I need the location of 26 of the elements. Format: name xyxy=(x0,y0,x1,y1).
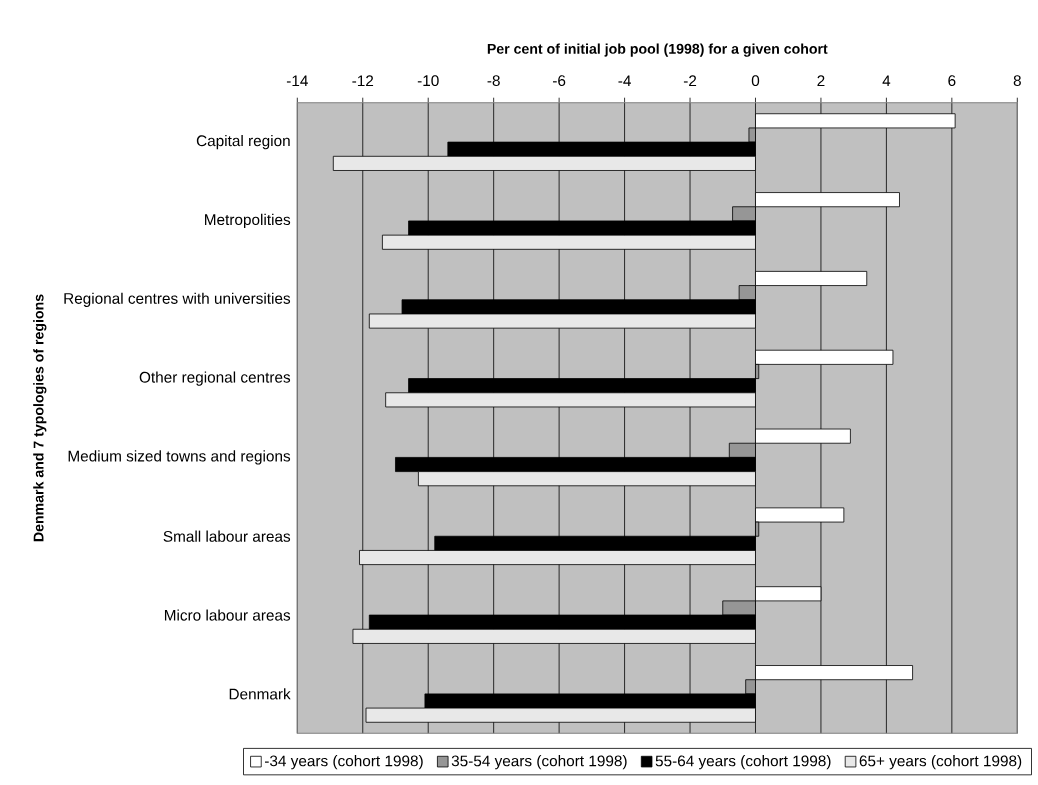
x-tick-label: 8 xyxy=(1013,75,1021,87)
y-tick-label: Medium sized towns and regions xyxy=(68,450,291,465)
legend-label: 55-64 years (cohort 1998) xyxy=(655,755,831,770)
y-tick-label: Regional centres with universities xyxy=(64,292,291,307)
y-tick-label: Metropolities xyxy=(205,213,291,229)
x-tick-label: 2 xyxy=(817,75,825,87)
y-tick-label: Small labour areas xyxy=(163,530,291,542)
x-tick-label: -8 xyxy=(487,75,500,87)
legend-label: -34 years (cohort 1998) xyxy=(265,755,423,770)
x-tick-label: 0 xyxy=(751,75,760,87)
x-axis-title: Per cent of initial job pool (1998) for a given cohort xyxy=(487,43,828,57)
y-tick-label: Micro labour areas xyxy=(164,609,291,621)
y-tick-label: Denmark xyxy=(229,688,291,700)
x-tick-label: -12 xyxy=(352,75,374,87)
legend-label: 35-54 years (cohort 1998) xyxy=(451,755,627,770)
x-tick-label: -6 xyxy=(553,75,566,87)
legend-label: 65+ years (cohort 1998) xyxy=(859,755,1022,770)
x-tick-label: 4 xyxy=(882,75,891,87)
y-tick-label: Capital region xyxy=(196,134,290,150)
x-tick-label: -4 xyxy=(618,75,631,87)
x-tick-label: -14 xyxy=(286,75,308,87)
y-axis-title: Denmark and 7 typologies of regions xyxy=(33,294,47,542)
y-tick-label: Other regional centres xyxy=(139,371,291,386)
x-tick-label: -10 xyxy=(417,75,439,87)
x-tick-label: -2 xyxy=(683,75,697,87)
x-tick-label: 6 xyxy=(948,75,956,87)
